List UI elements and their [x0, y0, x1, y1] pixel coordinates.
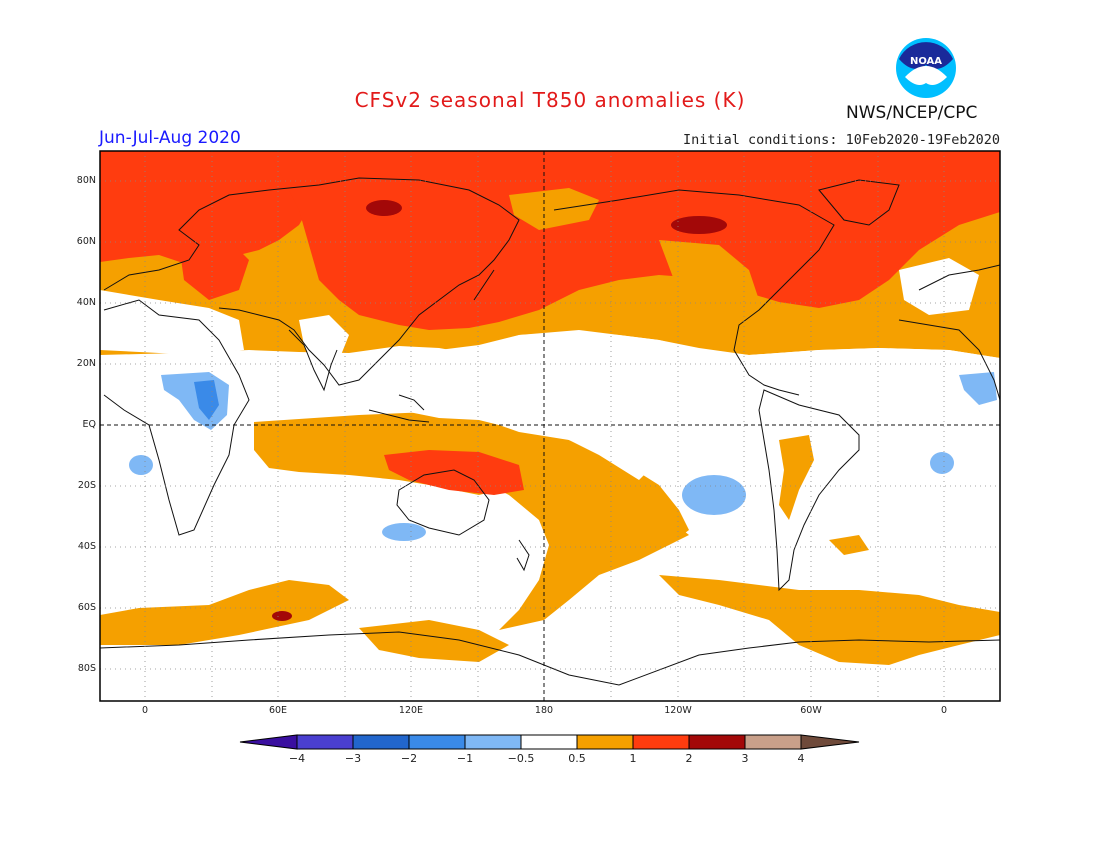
anomaly-region-europe-red	[179, 240, 249, 300]
anomaly-region-pacific-white-gap	[509, 188, 599, 230]
colorbar-swatch	[688, 734, 746, 750]
lat-label: 20S	[77, 480, 96, 491]
anomaly-region-nw-america-orange	[659, 240, 759, 315]
lat-label: 60S	[77, 602, 96, 613]
anomaly-region-south-darkred	[272, 611, 292, 621]
colorbar-label: 0.5	[568, 752, 586, 765]
colorbar-label: −2	[400, 752, 418, 765]
lon-label: 0	[141, 705, 149, 716]
lon-label: 180	[534, 705, 554, 716]
colorbar-swatch	[408, 734, 466, 750]
lat-label: 60N	[76, 236, 96, 247]
colorbar-label: −3	[344, 752, 362, 765]
anomaly-region-south-atlantic-small-orange	[829, 535, 869, 555]
anomaly-region-pacific-blue	[682, 475, 746, 515]
anomaly-region-africa-blue-core	[194, 380, 219, 420]
colorbar-swatch	[632, 734, 690, 750]
colorbar-label: 4	[797, 752, 805, 765]
lon-label: 60W	[800, 705, 822, 716]
anomaly-region-asia-pacific-red	[269, 151, 1000, 330]
lon-label: 60E	[268, 705, 288, 716]
lon-label: 0	[940, 705, 948, 716]
reference-lines	[100, 151, 1000, 701]
anomaly-region-north-red	[100, 151, 319, 265]
initial-conditions: Initial conditions: 10Feb2020-19Feb2020	[683, 132, 1000, 148]
gridlines	[100, 151, 1000, 701]
lat-label: 80S	[77, 663, 96, 674]
agency-label: NWS/NCEP/CPC	[846, 103, 978, 123]
lat-label: 40N	[76, 297, 96, 308]
anomaly-region-siberia-darkred	[366, 200, 402, 216]
anomaly-region-africa-white	[100, 290, 244, 355]
colorbar	[239, 734, 860, 750]
lat-label: 40S	[77, 541, 96, 552]
colorbar-label: 2	[685, 752, 693, 765]
anomaly-region-south-america-orange	[779, 435, 814, 520]
anomaly-region-antarctic-orange	[359, 620, 509, 662]
anomaly-region-southern-ocean-orange	[100, 580, 349, 645]
map-title: CFSv2 seasonal T850 anomalies (K)	[354, 88, 746, 112]
colorbar-swatch	[464, 734, 522, 750]
colorbar-label: −4	[288, 752, 306, 765]
noaa-logo-text: NOAA	[910, 56, 942, 67]
anomaly-region-atlantic-white	[899, 258, 979, 315]
anomaly-region-south-atlantic-orange	[659, 575, 1000, 665]
anomaly-region-s-australia-blue	[382, 523, 426, 541]
colorbar-swatch	[520, 734, 578, 750]
anomaly-region-south-pacific-orange	[479, 445, 689, 630]
colorbar-arrow-high	[800, 734, 860, 750]
anomaly-region-tropics-white	[399, 330, 1000, 480]
noaa-logo-icon: NOAA	[896, 38, 956, 98]
colorbar-arrow-low	[239, 734, 298, 750]
lon-label: 120E	[398, 705, 424, 716]
lat-label: 80N	[76, 175, 96, 186]
colorbar-swatch	[744, 734, 802, 750]
anomaly-region-madagascar-blue	[129, 455, 153, 475]
colorbar-swatch	[296, 734, 354, 750]
lat-label: EQ	[82, 419, 96, 430]
anomaly-region-east-africa-blue	[959, 372, 997, 405]
lat-label: 20N	[76, 358, 96, 369]
colorbar-label: −1	[456, 752, 474, 765]
anomaly-region-canada-darkred	[671, 216, 727, 234]
anomaly-region-indian-blue	[930, 452, 954, 474]
colorbar-swatch	[576, 734, 634, 750]
colorbar-label: −0.5	[507, 752, 535, 765]
colorbar-label: 1	[629, 752, 637, 765]
coastlines	[99, 177, 1001, 686]
colorbar-swatch	[352, 734, 410, 750]
lon-label: 120W	[664, 705, 692, 716]
anomaly-region-australia-red	[384, 450, 524, 495]
anomaly-map	[99, 150, 1001, 702]
colorbar-label: 3	[741, 752, 749, 765]
forecast-period: Jun-Jul-Aug 2020	[99, 128, 241, 148]
